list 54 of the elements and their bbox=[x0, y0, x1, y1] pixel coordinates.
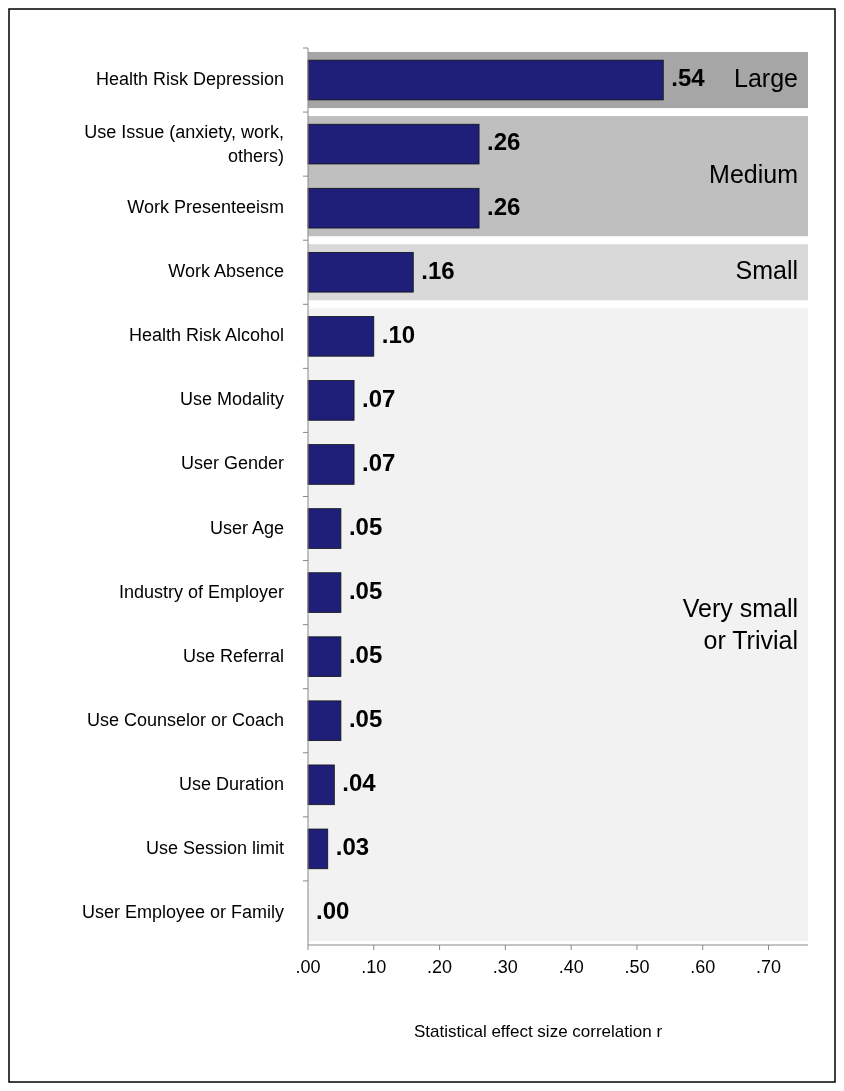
band-label: Medium bbox=[709, 159, 798, 188]
bar bbox=[307, 444, 355, 485]
y-tick-label: Health Risk Depression bbox=[95, 68, 284, 89]
bar bbox=[307, 764, 335, 806]
data-label: .07 bbox=[362, 384, 396, 412]
bar bbox=[307, 59, 664, 101]
data-label: .26 bbox=[487, 192, 521, 220]
data-label: .05 bbox=[348, 705, 383, 733]
bar bbox=[307, 700, 342, 742]
band-label: Small bbox=[735, 255, 798, 284]
bar bbox=[307, 251, 414, 293]
data-label: .03 bbox=[335, 833, 370, 861]
band-label: Large bbox=[734, 63, 798, 92]
data-label: .00 bbox=[316, 897, 350, 925]
data-label: .07 bbox=[362, 448, 396, 476]
x-tick-label: .20 bbox=[427, 957, 453, 977]
y-tick-label: Health Risk Alcohol bbox=[128, 325, 284, 346]
bar bbox=[307, 187, 480, 229]
bar bbox=[307, 636, 342, 677]
y-tick-label: User Employee or Family bbox=[81, 901, 284, 922]
x-tick-label: .60 bbox=[690, 957, 716, 977]
y-tick-label: Work Presenteeism bbox=[127, 196, 284, 217]
bar bbox=[307, 572, 342, 613]
data-label: .54 bbox=[671, 64, 706, 92]
x-tick-label: .00 bbox=[295, 957, 321, 977]
data-label: .26 bbox=[487, 128, 521, 156]
data-label: .05 bbox=[348, 512, 383, 540]
y-tick-label: User Age bbox=[209, 517, 284, 538]
bar bbox=[307, 828, 329, 870]
bar bbox=[307, 123, 480, 165]
y-tick-label: Use Counselor or Coach bbox=[86, 709, 284, 730]
data-label: .04 bbox=[342, 769, 377, 797]
x-tick-label: .70 bbox=[756, 957, 782, 977]
data-label: .16 bbox=[421, 256, 455, 284]
y-tick-label: Work Absence bbox=[168, 261, 284, 281]
data-label: .05 bbox=[348, 641, 383, 669]
data-label: .10 bbox=[381, 320, 416, 348]
data-label: .05 bbox=[348, 576, 383, 604]
band-label: Very small or Trivial bbox=[682, 593, 798, 654]
bar bbox=[307, 508, 342, 549]
x-tick-label: .50 bbox=[624, 957, 650, 977]
bar bbox=[307, 316, 375, 357]
y-tick-label: Use Issue (anxiety, work, others) bbox=[84, 121, 284, 166]
y-tick-label: Use Session limit bbox=[145, 837, 284, 858]
x-tick-label: .40 bbox=[558, 957, 584, 977]
y-tick-label: Industry of Employer bbox=[118, 581, 284, 602]
y-tick-label: Use Modality bbox=[179, 389, 284, 410]
x-tick-label: .10 bbox=[361, 957, 387, 977]
y-tick-label: Use Duration bbox=[178, 773, 284, 794]
x-axis-title: Statistical effect size correlation r bbox=[413, 1022, 663, 1041]
x-tick-label: .30 bbox=[492, 957, 518, 977]
y-tick-label: Use Referral bbox=[182, 645, 284, 666]
bar bbox=[307, 380, 355, 421]
y-tick-label: User Gender bbox=[180, 453, 284, 474]
